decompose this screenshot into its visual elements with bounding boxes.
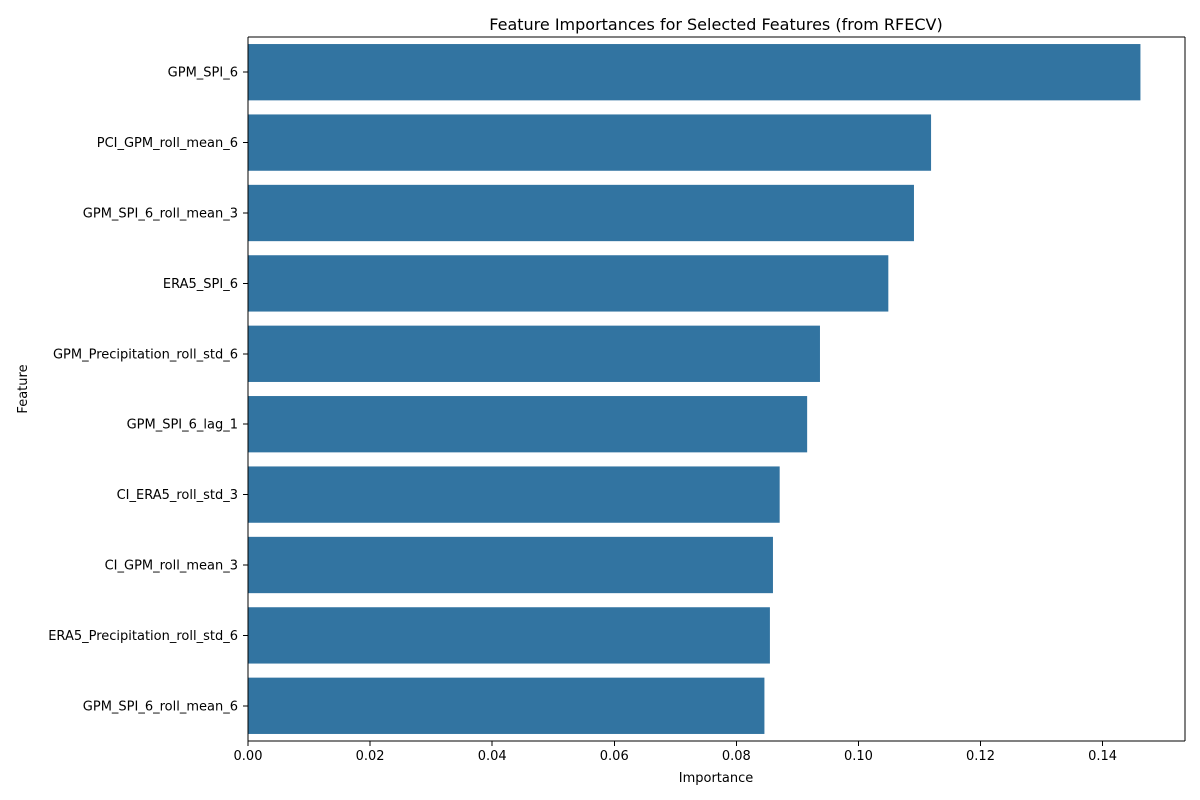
x-tick-label-1: 0.00 [234,749,263,764]
x-tick-label-6: 0.10 [844,749,873,764]
y-tick-label-10: GPM_SPI_6_roll_mean_6 [83,699,238,714]
y-axis-label: Feature [16,364,31,413]
x-ticks-layer: 0.00 0.02 0.04 0.06 0.08 0.10 0.12 0.14 [234,741,1117,764]
bar-1 [248,44,1141,101]
chart-title: Feature Importances for Selected Feature… [489,15,942,34]
x-axis-label: Importance [679,771,754,786]
bar-3 [248,184,914,242]
bar-6 [248,396,808,453]
y-tick-label-2: PCI_GPM_roll_mean_6 [97,136,238,151]
x-tick-label-4: 0.06 [600,749,629,764]
bar-7 [248,466,780,523]
bar-4 [248,255,889,312]
x-tick-label-7: 0.12 [966,749,995,764]
y-tick-label-8: CI_GPM_roll_mean_3 [105,559,238,574]
bar-2 [248,114,932,171]
x-tick-label-8: 0.14 [1088,749,1117,764]
y-tick-label-1: GPM_SPI_6 [168,66,238,81]
bar-5 [248,325,820,382]
y-tick-label-9: ERA5_Precipitation_roll_std_6 [48,629,238,644]
y-tick-label-6: GPM_SPI_6_lag_1 [127,418,238,433]
bar-8 [248,536,773,594]
y-tick-label-5: GPM_Precipitation_roll_std_6 [53,347,238,362]
y-tick-label-3: GPM_SPI_6_roll_mean_3 [83,207,238,222]
y-tick-label-4: ERA5_SPI_6 [163,277,238,292]
x-tick-label-2: 0.02 [356,749,385,764]
y-ticks-layer: GPM_SPI_6 PCI_GPM_roll_mean_6 GPM_SPI_6_ro… [48,66,248,714]
bars-layer [248,44,1141,734]
y-tick-label-7: CI_ERA5_roll_std_3 [117,488,238,503]
bar-9 [248,607,770,664]
x-tick-label-5: 0.08 [722,749,751,764]
x-tick-label-3: 0.04 [478,749,507,764]
bar-10 [248,677,765,734]
